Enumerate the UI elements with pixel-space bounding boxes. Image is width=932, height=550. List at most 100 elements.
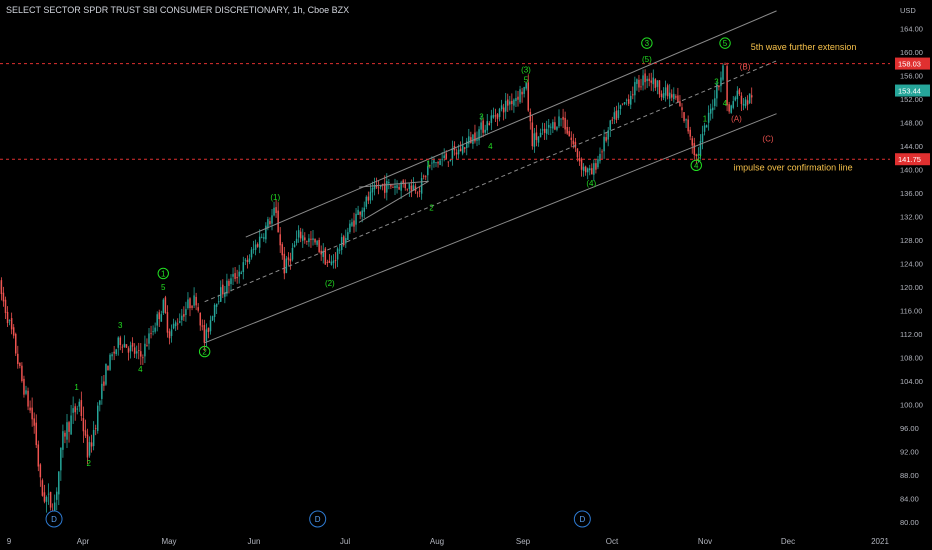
wave-label: (A): [731, 114, 742, 123]
candle: [521, 91, 523, 95]
time-axis[interactable]: 9 Apr May Jun Jul Aug Sep Oct Nov Dec 2021: [7, 537, 890, 546]
candle: [336, 248, 339, 260]
candle: [37, 444, 40, 467]
candle: [115, 349, 117, 354]
currency-label: USD: [900, 6, 916, 15]
candle: [632, 94, 634, 96]
dividend-marker[interactable]: [309, 510, 327, 528]
candle: [547, 124, 550, 128]
candle: [720, 77, 722, 87]
candle: [10, 318, 13, 330]
price-tag-label: 141.75: [898, 155, 921, 164]
annotation-text: impulse over confirmation line: [734, 163, 853, 173]
candle: [431, 162, 433, 164]
candle: [193, 295, 195, 306]
candle: [176, 323, 179, 325]
candle: [39, 464, 42, 478]
candle: [691, 138, 693, 146]
wave-label-circle: [641, 37, 653, 49]
candle: [523, 87, 525, 94]
candle: [627, 99, 630, 104]
candle: [107, 365, 109, 371]
candle: [699, 141, 702, 156]
candle: [287, 257, 290, 260]
candle: [135, 351, 138, 354]
candle: [584, 166, 587, 173]
channel-mid-dashed-line: [204, 60, 777, 303]
candle: [283, 253, 286, 274]
candle: [367, 196, 370, 201]
candle: [275, 207, 277, 213]
candle: [82, 418, 85, 432]
candle: [306, 241, 308, 242]
wave-label: (B): [740, 63, 751, 72]
time-tick-label: Aug: [430, 537, 444, 546]
candle: [599, 153, 601, 162]
candle: [435, 162, 437, 163]
candle: [402, 180, 404, 185]
candle: [19, 362, 21, 367]
candle: [53, 502, 56, 514]
candle: [525, 83, 527, 89]
candle: [96, 405, 99, 431]
candle: [94, 428, 97, 430]
candle: [174, 322, 177, 327]
candle: [322, 250, 324, 257]
candle: [504, 100, 507, 112]
candle: [441, 158, 443, 160]
candle: [709, 108, 712, 114]
price-tick-label: 116.00: [900, 307, 922, 316]
candle: [701, 133, 704, 143]
time-tick-label: 9: [7, 537, 12, 546]
candle: [47, 493, 50, 495]
price-axis[interactable]: USD 80.00 84.00 88.00 92.00 96.00 100.00 104.00…: [890, 0, 932, 550]
candle: [748, 93, 751, 104]
candle: [468, 136, 470, 144]
candle: [472, 134, 474, 144]
candle: [572, 140, 575, 145]
dividend-marker[interactable]: [573, 510, 591, 528]
candle: [730, 105, 732, 113]
candle: [203, 325, 206, 343]
annotation-text: 5th wave further extension: [751, 42, 857, 52]
price-tick-label: 148.00: [900, 119, 923, 128]
candle: [205, 329, 208, 342]
price-tag-label: 158.03: [898, 60, 921, 69]
dividend-marker-label: D: [579, 515, 585, 524]
candle: [197, 307, 199, 311]
candle: [4, 299, 7, 313]
candle: [552, 122, 554, 129]
candle: [279, 234, 281, 246]
candle: [681, 107, 683, 111]
candle: [670, 94, 673, 98]
candle: [427, 166, 429, 176]
candle: [494, 115, 497, 117]
candle: [31, 407, 33, 420]
candle: [529, 111, 532, 122]
candle: [254, 244, 257, 250]
candle: [480, 122, 482, 130]
wave-label: 1: [74, 383, 79, 392]
candle: [64, 432, 66, 437]
candle: [470, 137, 472, 143]
wave-label: 2: [429, 204, 434, 213]
candle: [445, 153, 447, 160]
candle: [625, 99, 628, 101]
candle: [103, 381, 105, 386]
dividend-marker[interactable]: [45, 510, 63, 528]
candle: [586, 168, 589, 173]
candle: [591, 168, 593, 175]
candle: [209, 320, 212, 332]
candle: [578, 158, 581, 162]
candle: [357, 209, 359, 216]
candle: [185, 309, 187, 316]
candle: [277, 210, 279, 233]
candle: [734, 97, 737, 101]
candle: [27, 390, 29, 407]
candle: [236, 277, 238, 279]
candle: [201, 325, 204, 327]
candle: [226, 280, 228, 294]
candle: [324, 248, 327, 265]
candle: [172, 323, 175, 329]
